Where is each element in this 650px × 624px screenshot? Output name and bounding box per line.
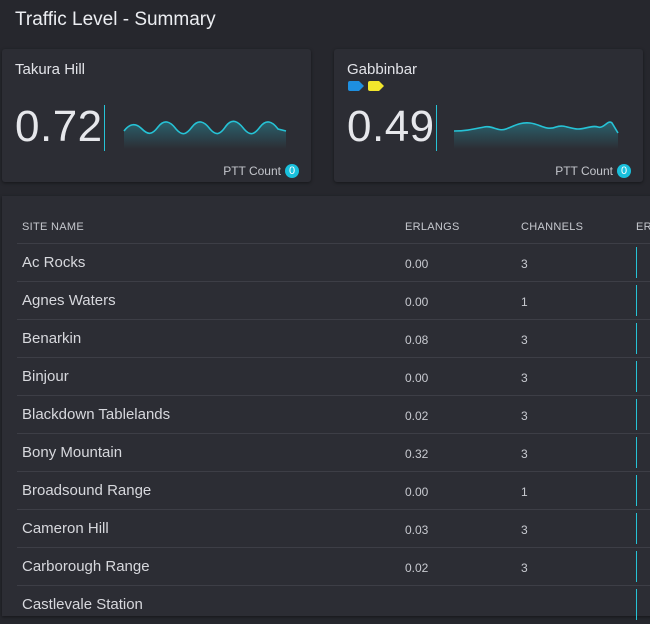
ptt-count-label: PTT Count	[223, 164, 281, 178]
erlang-bar	[636, 589, 637, 620]
channels-value: 3	[521, 447, 528, 461]
erlang-bar	[636, 475, 637, 506]
channels-value: 3	[521, 371, 528, 385]
site-tags	[348, 81, 384, 91]
sparkline-line	[453, 121, 619, 134]
table-row[interactable]: Carborough Range 0.02 3	[17, 547, 650, 586]
erlangs-value: 0.00	[405, 295, 429, 309]
erlang-bar	[636, 323, 637, 354]
site-name: Bony Mountain	[22, 444, 123, 461]
site-traffic-table: SITE NAME ERLANGS CHANNELS ER Ac Rocks 0…	[2, 196, 650, 620]
site-name: Castlevale Station	[22, 596, 143, 613]
channels-value: 1	[521, 295, 528, 309]
erlangs-value: 0.02	[405, 409, 429, 423]
table-row[interactable]: Benarkin 0.08 3	[17, 319, 650, 358]
sparkline-chart	[123, 120, 287, 149]
channels-value: 3	[521, 257, 528, 271]
ptt-count: PTT Count 0	[223, 164, 299, 178]
table-row[interactable]: Cameron Hill 0.03 3	[17, 509, 650, 548]
table-row[interactable]: Castlevale Station	[17, 585, 650, 624]
table-row[interactable]: Blackdown Tablelands 0.02 3	[17, 395, 650, 434]
site-card-takura-hill[interactable]: Takura Hill 0.72 PTT Count 0	[2, 49, 311, 182]
page-title: Traffic Level - Summary	[15, 9, 216, 30]
column-header-erlangs[interactable]: ERLANGS	[405, 221, 460, 233]
ptt-count: PTT Count 0	[555, 164, 631, 178]
erlangs-value: 0.32	[405, 447, 429, 461]
column-header-site-name[interactable]: SITE NAME	[22, 221, 84, 233]
value-divider	[104, 105, 105, 151]
channels-value: 3	[521, 409, 528, 423]
value-divider	[436, 105, 437, 151]
site-name: Benarkin	[22, 330, 82, 347]
erlang-bar	[636, 399, 637, 430]
ptt-count-label: PTT Count	[555, 164, 613, 178]
erlang-bar	[636, 513, 637, 544]
channels-value: 3	[521, 561, 528, 575]
sparkline-line	[123, 120, 287, 135]
erlang-bar	[636, 437, 637, 468]
channels-value: 3	[521, 523, 528, 537]
table-row[interactable]: Bony Mountain 0.32 3	[17, 433, 650, 472]
table-row[interactable]: Agnes Waters 0.00 1	[17, 281, 650, 320]
channels-value: 1	[521, 485, 528, 499]
table-row[interactable]: Ac Rocks 0.00 3	[17, 243, 650, 282]
erlangs-value: 0.03	[405, 523, 429, 537]
channels-value: 3	[521, 333, 528, 347]
erlang-bar	[636, 285, 637, 316]
erlangs-value: 0.02	[405, 561, 429, 575]
tag-yellow-icon	[368, 81, 384, 91]
site-name: Agnes Waters	[22, 292, 116, 309]
site-name: Cameron Hill	[22, 520, 109, 537]
erlang-value: 0.72	[15, 102, 103, 151]
site-name: Binjour	[22, 368, 69, 385]
card-title: Takura Hill	[15, 61, 86, 78]
erlangs-value: 0.08	[405, 333, 429, 347]
tag-blue-icon	[348, 81, 364, 91]
ptt-count-badge: 0	[617, 164, 631, 178]
site-name: Carborough Range	[22, 558, 150, 575]
erlang-bar	[636, 551, 637, 582]
sparkline-area	[124, 121, 286, 149]
erlang-value: 0.49	[347, 102, 435, 151]
site-name: Ac Rocks	[22, 254, 86, 271]
site-name: Blackdown Tablelands	[22, 406, 171, 423]
erlang-bar	[636, 361, 637, 392]
sparkline-chart	[453, 121, 619, 149]
column-header-erlang-extra[interactable]: ER	[636, 221, 650, 233]
ptt-count-badge: 0	[285, 164, 299, 178]
site-name: Broadsound Range	[22, 482, 152, 499]
erlang-bar	[636, 247, 637, 278]
table-row[interactable]: Binjour 0.00 3	[17, 357, 650, 396]
erlangs-value: 0.00	[405, 257, 429, 271]
table-row[interactable]: Broadsound Range 0.00 1	[17, 471, 650, 510]
site-card-gabbinbar[interactable]: Gabbinbar 0.49 PTT Count 0	[334, 49, 643, 182]
erlangs-value: 0.00	[405, 485, 429, 499]
column-header-channels[interactable]: CHANNELS	[521, 221, 584, 233]
card-title: Gabbinbar	[347, 61, 418, 78]
erlangs-value: 0.00	[405, 371, 429, 385]
